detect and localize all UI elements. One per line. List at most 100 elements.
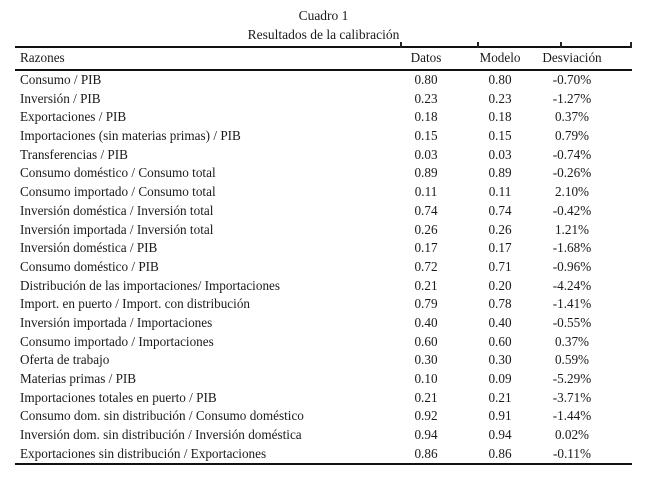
cell-modelo: 0.26 xyxy=(488,221,512,237)
cell-desviacion: 2.10% xyxy=(554,184,590,200)
cell-modelo: 0.23 xyxy=(488,90,512,106)
header-modelo: Modelo xyxy=(479,50,521,66)
table-row: Consumo doméstico / Consumo total 0.89 0.8… xyxy=(15,164,632,183)
cell-modelo: 0.91 xyxy=(488,408,512,424)
cell-modelo: 0.40 xyxy=(488,314,512,330)
cell-datos: 0.18 xyxy=(414,109,438,125)
cell-modelo: 0.60 xyxy=(488,333,512,349)
cell-datos: 0.94 xyxy=(414,427,438,443)
cell-datos: 0.15 xyxy=(414,128,438,144)
table-body: Consumo / PIB 0.80 0.80 -0.70% Inversión / P… xyxy=(15,71,632,463)
cell-desviacion: -0.74% xyxy=(552,146,592,162)
cell-modelo: 0.86 xyxy=(488,445,512,461)
cell-datos: 0.92 xyxy=(414,408,438,424)
table-row: Inversión dom. sin distribución / Invers… xyxy=(15,426,632,445)
table-row: Distribución de las importaciones/ Impor… xyxy=(15,277,632,296)
cell-desviacion: -5.29% xyxy=(552,371,592,386)
cell-modelo: 0.71 xyxy=(488,258,512,274)
cell-datos: 0.79 xyxy=(414,296,438,312)
cell-desviacion: -0.55% xyxy=(552,314,592,330)
cell-modelo: 0.78 xyxy=(488,296,512,312)
cell-desviacion: 0.37% xyxy=(554,109,590,125)
table-caption-title: Resultados de la calibración xyxy=(247,27,400,42)
cell-desviacion: 0.02% xyxy=(554,427,590,443)
table-row: Inversión importada / Inversión total 0.2… xyxy=(15,221,632,240)
cell-razon: Inversión doméstica / PIB xyxy=(20,240,158,256)
cell-modelo: 0.21 xyxy=(488,389,512,405)
cell-datos: 0.26 xyxy=(414,221,438,237)
cell-desviacion: -1.44% xyxy=(552,408,592,424)
cell-razon: Inversión importada / Importaciones xyxy=(20,314,213,330)
cell-modelo: 0.09 xyxy=(488,371,512,386)
cell-desviacion: 0.59% xyxy=(554,352,590,368)
column-separator-tick xyxy=(630,42,632,48)
cell-modelo: 0.15 xyxy=(488,128,512,144)
cell-datos: 0.30 xyxy=(414,352,438,368)
cell-desviacion: 0.37% xyxy=(554,333,590,349)
cell-razon: Consumo doméstico / Consumo total xyxy=(20,165,216,181)
table-header-row: Razones Datos Modelo Desviación xyxy=(15,48,632,71)
table-row: Consumo doméstico / PIB 0.72 0.71 -0.96% xyxy=(15,258,632,277)
cell-razon: Consumo dom. sin distribución / Consumo … xyxy=(20,408,304,424)
table-row: Inversión doméstica / PIB 0.17 0.17 -1.68% xyxy=(15,239,632,258)
cell-datos: 0.40 xyxy=(414,314,438,330)
cell-datos: 0.80 xyxy=(414,72,438,87)
table-row: Consumo dom. sin distribución / Consumo … xyxy=(15,407,632,426)
table-row: Consumo importado / Consumo total 0.11 0.1… xyxy=(15,183,632,202)
cell-razon: Inversión / PIB xyxy=(20,90,101,106)
cell-modelo: 0.74 xyxy=(488,202,512,218)
cell-modelo: 0.94 xyxy=(488,427,512,443)
cell-datos: 0.89 xyxy=(414,165,438,181)
cell-razon: Oferta de trabajo xyxy=(20,352,110,368)
cell-desviacion: -1.27% xyxy=(552,90,592,106)
calibration-results-table: Razones Datos Modelo Desviación Consumo … xyxy=(15,42,632,466)
header-razones: Razones xyxy=(20,50,65,66)
cell-razon: Import. en puerto / Import. con distribu… xyxy=(20,296,251,312)
cell-modelo: 0.11 xyxy=(488,184,512,200)
cell-desviacion: -0.96% xyxy=(552,258,592,274)
table-row: Transferencias / PIB 0.03 0.03 -0.74% xyxy=(15,146,632,165)
cell-razon: Consumo / PIB xyxy=(20,72,102,87)
table-row: Inversión importada / Importaciones 0.40 0… xyxy=(15,314,632,333)
cell-desviacion: -3.71% xyxy=(552,389,592,405)
cell-desviacion: -1.41% xyxy=(552,296,592,312)
cell-razon: Exportaciones sin distribución / Exporta… xyxy=(20,445,267,461)
table-row: Inversión doméstica / Inversión total 0.7… xyxy=(15,202,632,221)
table-caption: Cuadro 1 Resultados de la calibración xyxy=(15,6,632,44)
cell-datos: 0.17 xyxy=(414,240,438,256)
table-row: Consumo importado / Importaciones 0.60 0.6… xyxy=(15,333,632,352)
table-caption-number: Cuadro 1 xyxy=(298,8,349,23)
cell-razon: Inversión doméstica / Inversión total xyxy=(20,202,214,218)
table-row: Importaciones (sin materias primas) / PI… xyxy=(15,127,632,146)
cell-razon: Consumo importado / Importaciones xyxy=(20,333,214,349)
cell-desviacion: 1.21% xyxy=(554,221,590,237)
cell-razon: Distribución de las importaciones/ Impor… xyxy=(20,277,281,293)
header-desviacion: Desviación xyxy=(542,50,602,66)
cell-datos: 0.21 xyxy=(414,389,438,405)
cell-desviacion: -0.26% xyxy=(552,165,592,181)
cell-razon: Exportaciones / PIB xyxy=(20,109,127,125)
cell-modelo: 0.20 xyxy=(488,277,512,293)
table-row: Materias primas / PIB 0.10 0.09 -5.29% xyxy=(15,370,632,389)
table-row: Exportaciones / PIB 0.18 0.18 0.37% xyxy=(15,108,632,127)
cell-datos: 0.11 xyxy=(414,184,438,200)
cell-desviacion: -1.68% xyxy=(552,240,592,256)
table-row: Import. en puerto / Import. con distribu… xyxy=(15,295,632,314)
cell-desviacion: 0.79% xyxy=(554,128,590,144)
cell-datos: 0.74 xyxy=(414,202,438,218)
header-datos: Datos xyxy=(410,50,442,66)
cell-razon: Importaciones (sin materias primas) / PI… xyxy=(20,128,241,144)
table-row: Consumo / PIB 0.80 0.80 -0.70% xyxy=(15,71,632,90)
cell-datos: 0.86 xyxy=(414,445,438,461)
cell-razon: Materias primas / PIB xyxy=(20,371,137,386)
table-row: Importaciones totales en puerto / PIB 0.2… xyxy=(15,389,632,408)
cell-datos: 0.60 xyxy=(414,333,438,349)
cell-modelo: 0.80 xyxy=(488,72,512,87)
column-separator-tick xyxy=(560,42,562,48)
cell-modelo: 0.18 xyxy=(488,109,512,125)
column-separator-tick xyxy=(477,42,479,48)
cell-modelo: 0.89 xyxy=(488,165,512,181)
table-row: Exportaciones sin distribución / Exporta… xyxy=(15,445,632,464)
cell-desviacion: -0.42% xyxy=(552,202,592,218)
